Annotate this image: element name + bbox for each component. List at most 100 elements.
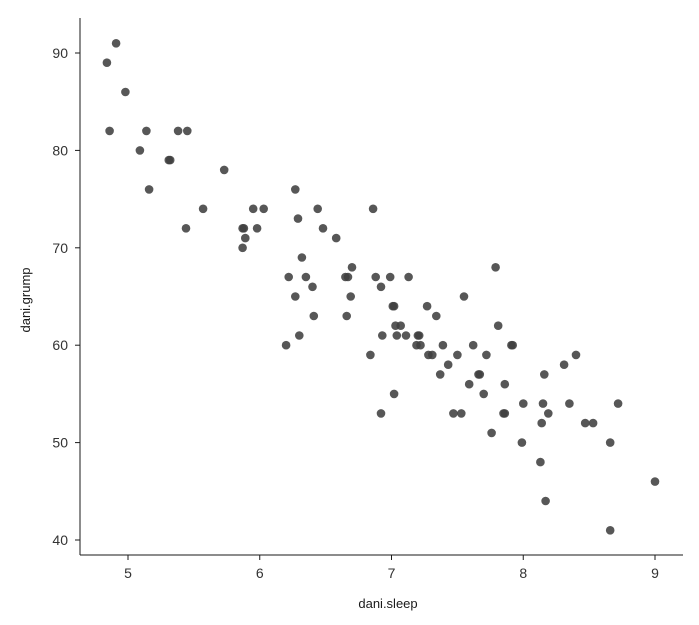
data-point [404,272,413,282]
data-point [183,126,192,136]
data-point [378,331,387,340]
data-point [416,340,425,350]
data-point [308,282,317,292]
data-point [219,165,229,175]
data-point [491,263,500,272]
data-point [313,204,323,214]
data-point [396,321,406,331]
data-point [331,233,341,243]
data-point [432,311,441,321]
data-point [605,526,615,535]
x-tick-label: 6 [256,565,264,581]
data-point [613,399,623,408]
data-point [376,409,386,418]
data-point [281,340,291,350]
data-point [401,331,411,340]
data-point [449,409,458,418]
data-point [588,418,598,428]
data-point [238,243,247,253]
data-point [309,311,319,321]
data-point [392,331,402,340]
data-point [181,224,191,233]
data-point [438,340,448,350]
data-point [453,350,462,360]
data-point [435,370,445,379]
data-point [414,331,424,340]
data-point [301,272,311,282]
data-point [342,311,352,321]
data-points [102,39,660,535]
data-point [111,39,121,48]
data-point [389,301,399,311]
data-point [368,204,378,214]
x-ticks: 5 6 7 8 9 [124,555,659,581]
data-point [376,282,386,292]
axes [79,18,683,556]
data-point [468,340,478,350]
data-point [343,272,353,282]
data-point [248,204,258,214]
data-point [385,272,395,282]
data-point [284,272,294,282]
x-axis-label: dani.sleep [358,596,417,611]
x-tick-label: 5 [124,565,132,581]
data-point [500,379,510,389]
data-point [580,418,590,428]
data-point [541,496,550,506]
data-point [500,409,510,418]
data-point [165,155,175,165]
y-ticks: 40 50 60 70 80 90 [52,45,80,548]
data-point [475,370,485,379]
data-point [347,263,357,272]
data-point [102,58,112,67]
data-point [479,389,489,399]
data-point [259,204,269,214]
y-tick-label: 60 [52,337,68,353]
data-point [293,214,303,223]
data-point [544,409,553,418]
data-point [487,428,496,438]
data-point [318,224,328,233]
data-point [565,399,574,408]
data-point [464,379,474,389]
data-point [142,126,151,136]
data-point [536,457,545,467]
data-point [537,418,546,428]
data-point [493,321,503,331]
data-point [144,185,154,194]
y-tick-label: 90 [52,45,68,61]
data-point [371,272,381,282]
y-axis-label: dani.grump [18,267,33,332]
data-point [121,87,130,97]
x-tick-label: 9 [651,565,659,581]
data-point [366,350,375,360]
x-tick-label: 8 [519,565,527,581]
y-tick-label: 50 [52,435,68,451]
y-tick-label: 70 [52,240,68,256]
data-point [482,350,491,360]
data-point [457,409,466,418]
data-point [105,126,114,136]
data-point [519,399,528,408]
data-point [538,399,548,408]
data-point [295,331,304,340]
data-point [605,438,615,447]
data-point [559,360,569,370]
x-tick-label: 7 [388,565,396,581]
data-point [422,301,432,311]
data-point [291,292,300,301]
data-point [443,360,453,370]
data-point [571,350,581,360]
data-point [459,292,469,301]
data-point [173,126,183,136]
data-point [291,185,300,194]
data-point [540,370,549,379]
data-point [508,340,517,350]
data-point [135,146,145,155]
y-tick-label: 80 [52,142,68,158]
data-point [389,389,399,399]
data-point [650,477,660,486]
data-point [297,253,307,262]
y-tick-label: 40 [52,532,68,548]
